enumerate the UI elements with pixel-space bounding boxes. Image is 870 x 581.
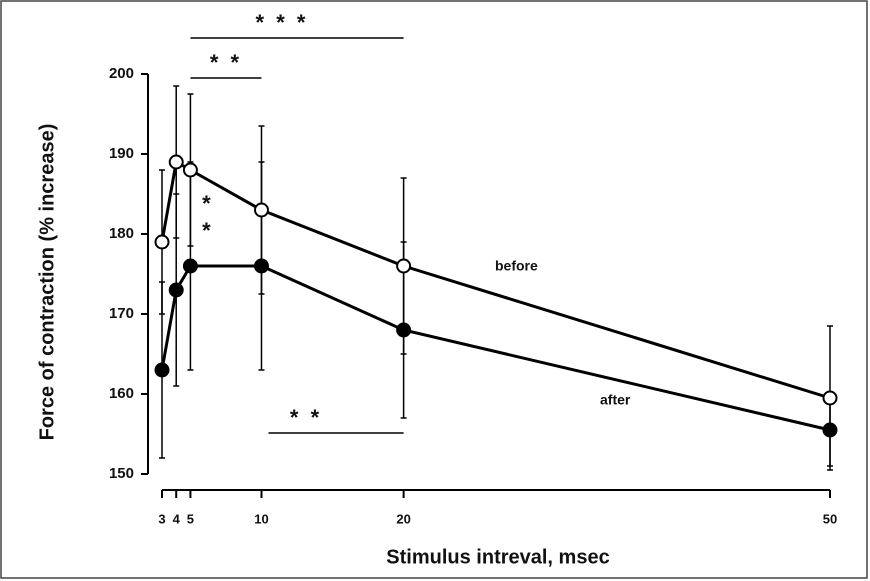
data-point [822, 390, 838, 406]
significance-label: * * [290, 405, 322, 430]
y-tick-label: 190 [109, 145, 134, 162]
x-tick-label: 20 [396, 511, 410, 526]
data-point [253, 202, 269, 218]
significance-label: * [202, 218, 211, 243]
data-point [182, 162, 198, 178]
data-point [182, 258, 198, 274]
y-axis-title: Force of contraction (% increase) [36, 124, 58, 441]
y-tick-label: 150 [109, 465, 134, 482]
data-point [396, 322, 412, 338]
significance-label: * * * [256, 10, 309, 35]
series-line [160, 264, 831, 432]
y-tick-label: 180 [109, 225, 134, 242]
y-tick-label: 170 [109, 305, 134, 322]
series-label: before [495, 258, 538, 274]
data-point [253, 258, 269, 274]
series-line [160, 159, 831, 400]
x-tick-label: 3 [158, 511, 165, 526]
data-point [168, 154, 184, 170]
data-point [168, 282, 184, 298]
data-point [154, 362, 170, 378]
y-tick-label: 200 [109, 65, 134, 82]
x-tick-label: 10 [254, 511, 268, 526]
x-tick-label: 50 [823, 511, 837, 526]
y-tick-label: 160 [109, 385, 134, 402]
series-label: after [600, 392, 631, 408]
x-axis-title: Stimulus intreval, msec [386, 546, 609, 568]
significance-label: * * [210, 50, 242, 75]
significance-label: * [202, 191, 211, 216]
x-tick-label: 4 [173, 511, 181, 526]
data-point [396, 258, 412, 274]
data-point [822, 422, 838, 438]
data-point [154, 234, 170, 250]
x-tick-label: 5 [187, 511, 194, 526]
